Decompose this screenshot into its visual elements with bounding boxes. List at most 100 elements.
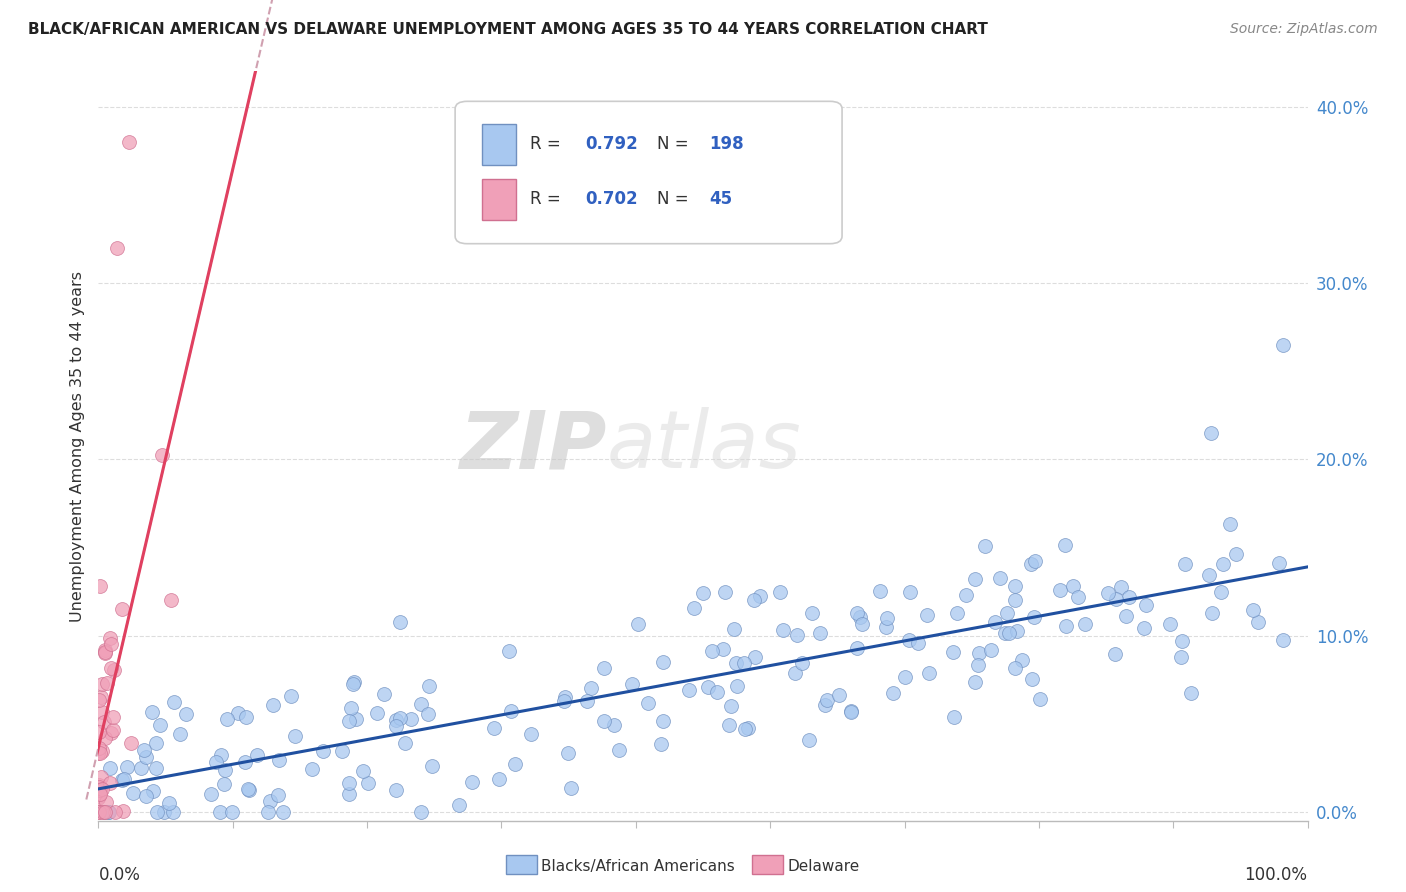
Point: [1212, 557, 1234, 571]
Point: [894, 670, 917, 684]
Point: [233, 755, 256, 769]
Point: [366, 706, 388, 721]
Point: [174, 706, 197, 721]
Point: [1272, 337, 1295, 351]
Point: [87, 805, 110, 819]
Point: [810, 625, 832, 640]
Point: [988, 571, 1011, 585]
Point: [87, 789, 110, 803]
Point: [87, 693, 110, 707]
Point: [96, 675, 118, 690]
Point: [557, 746, 579, 760]
Point: [797, 732, 820, 747]
Point: [389, 615, 412, 629]
Point: [90, 744, 112, 758]
Point: [267, 753, 290, 767]
Text: 198: 198: [709, 136, 744, 153]
Point: [560, 781, 582, 796]
Point: [520, 726, 543, 740]
Point: [1062, 579, 1084, 593]
Point: [1066, 590, 1088, 604]
Point: [141, 705, 163, 719]
Point: [1004, 592, 1026, 607]
Point: [97, 805, 120, 819]
Point: [94, 642, 117, 657]
Text: 0.702: 0.702: [586, 190, 638, 208]
Point: [744, 650, 766, 665]
Point: [204, 755, 226, 769]
Text: BLACK/AFRICAN AMERICAN VS DELAWARE UNEMPLOYMENT AMONG AGES 35 TO 44 YEARS CORREL: BLACK/AFRICAN AMERICAN VS DELAWARE UNEMP…: [28, 22, 988, 37]
Point: [89, 746, 111, 760]
Point: [1097, 585, 1119, 599]
Point: [1021, 673, 1043, 687]
Point: [876, 611, 898, 625]
Point: [89, 783, 111, 797]
Point: [792, 656, 814, 670]
Point: [209, 747, 232, 762]
Point: [384, 783, 406, 797]
Point: [725, 679, 748, 693]
Point: [89, 741, 111, 756]
Text: R =: R =: [530, 136, 567, 153]
Point: [385, 713, 408, 727]
Point: [209, 805, 232, 819]
Point: [212, 777, 235, 791]
Point: [87, 724, 110, 739]
Point: [1118, 591, 1140, 605]
Point: [343, 675, 366, 690]
Point: [94, 646, 117, 660]
Point: [1111, 580, 1133, 594]
Point: [146, 805, 169, 819]
Point: [1005, 624, 1028, 638]
Point: [103, 663, 125, 677]
Point: [100, 661, 122, 675]
Point: [637, 696, 659, 710]
Point: [1021, 558, 1043, 572]
Point: [734, 722, 756, 736]
Point: [503, 757, 526, 772]
Point: [1170, 650, 1192, 665]
Point: [1199, 425, 1222, 440]
Point: [973, 540, 995, 554]
Point: [1104, 647, 1126, 661]
Point: [87, 791, 110, 805]
Point: [238, 782, 260, 797]
Point: [122, 787, 145, 801]
Point: [1004, 578, 1026, 592]
Point: [706, 685, 728, 699]
Point: [1198, 568, 1220, 582]
Point: [91, 782, 114, 797]
Point: [720, 699, 742, 714]
Point: [994, 625, 1017, 640]
Point: [112, 772, 135, 786]
Point: [97, 805, 120, 819]
Point: [652, 714, 675, 728]
Point: [1024, 610, 1046, 624]
Point: [984, 615, 1007, 629]
Point: [118, 135, 141, 149]
Point: [1133, 621, 1156, 635]
Point: [94, 731, 117, 745]
Point: [93, 805, 115, 819]
Point: [89, 787, 111, 801]
Point: [105, 241, 128, 255]
Point: [135, 789, 157, 804]
FancyBboxPatch shape: [456, 102, 842, 244]
Point: [342, 676, 364, 690]
Point: [93, 715, 115, 730]
Point: [280, 689, 302, 703]
Point: [1004, 661, 1026, 675]
Point: [330, 744, 353, 758]
Point: [783, 665, 806, 680]
Point: [214, 763, 236, 777]
Text: 100.0%: 100.0%: [1244, 865, 1308, 884]
Point: [87, 780, 110, 794]
Point: [554, 690, 576, 705]
Point: [1074, 617, 1097, 632]
Point: [98, 776, 121, 790]
Point: [678, 683, 700, 698]
Point: [723, 622, 745, 636]
Point: [575, 694, 598, 708]
Point: [145, 735, 167, 749]
Point: [998, 625, 1021, 640]
